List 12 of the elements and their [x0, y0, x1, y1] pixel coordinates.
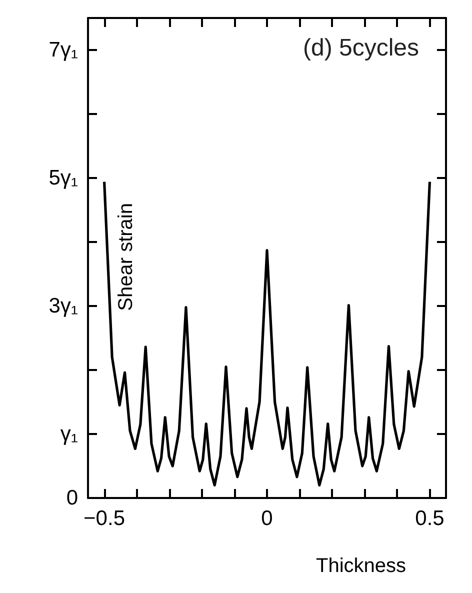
y-tick-label: 7γ₁ [48, 38, 78, 62]
x-tick-label: 0.5 [415, 507, 444, 530]
x-tick-label: −0.5 [84, 507, 126, 530]
y-tick-label: 3γ₁ [48, 294, 78, 318]
x-tick-label: 0 [261, 507, 273, 530]
y-axis-title: Shear strain [115, 202, 137, 311]
line-series [102, 180, 432, 486]
x-axis-title: Thickness [316, 555, 406, 577]
y-tick-label: γ₁ [60, 422, 78, 446]
annotation: (d) 5cycles [302, 34, 420, 62]
y-tick-label: 0 [66, 486, 78, 510]
y-tick-label: 5γ₁ [48, 166, 78, 190]
